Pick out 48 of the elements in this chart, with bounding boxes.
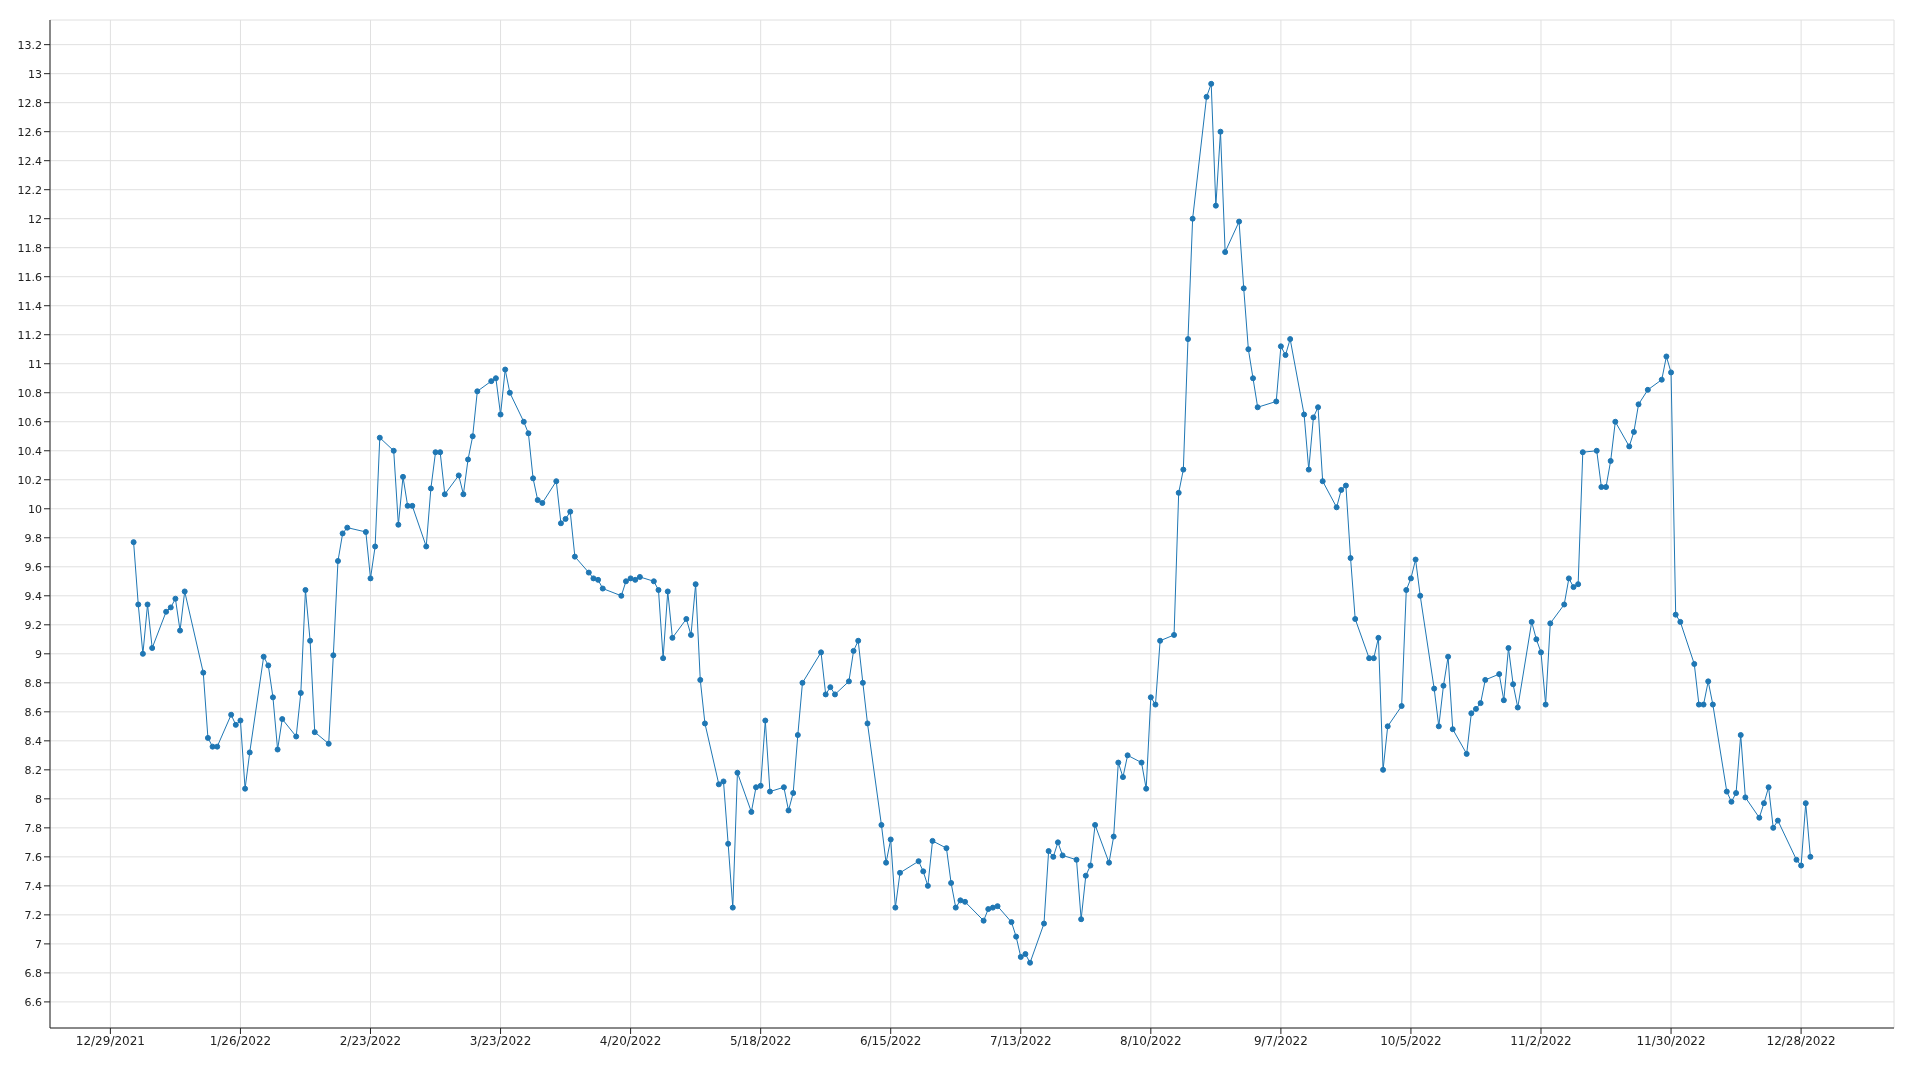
x-tick-label: 6/15/2022 (859, 1033, 922, 1048)
y-tick-label: 11.2 (17, 328, 42, 342)
y-tick-label: 7.2 (24, 908, 42, 922)
x-tick-label: 12/29/2021 (75, 1033, 145, 1048)
y-tick-label: 11.6 (17, 270, 42, 284)
y-tick-label: 7.6 (24, 850, 42, 864)
y-tick-label: 8 (35, 792, 42, 806)
y-tick-label: 12.4 (17, 154, 42, 168)
y-tick-label: 10.8 (17, 386, 42, 400)
y-tick-label: 9.2 (24, 618, 42, 632)
y-tick-label: 9.6 (24, 560, 42, 574)
y-tick-label: 6.8 (24, 966, 42, 980)
y-tick-label: 12 (28, 212, 42, 226)
x-tick-label: 4/20/2022 (599, 1033, 662, 1048)
x-tick-label: 11/30/2022 (1636, 1033, 1706, 1048)
x-tick-label: 11/2/2022 (1510, 1033, 1572, 1048)
y-tick-label: 8.4 (24, 734, 42, 748)
y-tick-label: 9 (35, 647, 42, 661)
y-tick-label: 6.6 (24, 995, 42, 1009)
y-tick-label: 8.8 (24, 676, 42, 690)
x-tick-label: 2/23/2022 (339, 1033, 402, 1048)
y-tick-label: 12.6 (17, 125, 42, 139)
x-tick-label: 7/13/2022 (990, 1033, 1052, 1048)
y-tick-label: 12.8 (17, 96, 42, 110)
x-tick-label: 5/18/2022 (729, 1033, 792, 1048)
y-tick-label: 11.8 (17, 241, 42, 255)
y-tick-label: 10.6 (17, 415, 42, 429)
y-tick-label: 7.4 (24, 879, 42, 893)
y-tick-label: 7 (35, 937, 42, 951)
y-tick-label: 7.8 (24, 821, 42, 835)
x-tick-label: 10/5/2022 (1380, 1033, 1442, 1048)
y-tick-label: 11 (28, 357, 42, 371)
y-tick-label: 9.4 (24, 589, 42, 603)
y-tick-label: 13.2 (17, 38, 42, 52)
y-tick-label: 9.8 (24, 531, 42, 545)
y-tick-label: 12.2 (17, 183, 42, 197)
x-tick-label: 12/28/2022 (1766, 1033, 1836, 1048)
y-tick-label: 10 (28, 502, 42, 516)
y-tick-label: 10.2 (17, 473, 42, 487)
x-tick-label: 3/23/2022 (469, 1033, 532, 1048)
x-tick-label: 8/10/2022 (1120, 1033, 1182, 1048)
x-tick-label: 1/26/2022 (209, 1033, 272, 1048)
y-tick-label: 13 (28, 67, 42, 81)
y-tick-label: 11.4 (17, 299, 42, 313)
y-tick-label: 8.6 (24, 705, 42, 719)
x-tick-label: 9/7/2022 (1253, 1033, 1308, 1048)
y-tick-label: 8.2 (24, 763, 42, 777)
y-tick-label: 10.4 (17, 444, 42, 458)
